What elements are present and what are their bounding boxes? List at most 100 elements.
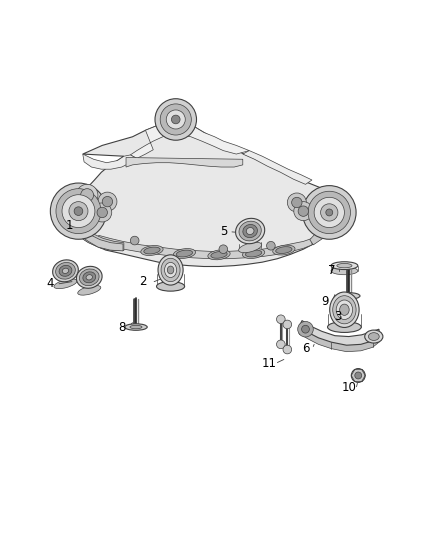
Ellipse shape [331,267,358,274]
Circle shape [351,368,365,382]
Ellipse shape [79,269,99,286]
Circle shape [69,201,88,221]
Circle shape [298,206,308,216]
Ellipse shape [62,268,69,273]
Polygon shape [310,193,331,245]
Circle shape [283,345,292,354]
Text: 8: 8 [118,320,125,334]
Ellipse shape [337,263,352,268]
Text: 11: 11 [261,357,276,370]
Circle shape [303,185,356,239]
Text: 3: 3 [334,310,342,322]
Ellipse shape [273,245,295,255]
Ellipse shape [167,266,174,274]
Text: 2: 2 [140,275,147,288]
Circle shape [287,193,306,212]
Circle shape [74,207,83,215]
Circle shape [276,340,285,349]
Circle shape [294,201,313,221]
Ellipse shape [76,266,102,288]
Circle shape [160,104,191,135]
Ellipse shape [239,221,261,241]
Circle shape [131,236,139,245]
Polygon shape [72,207,124,251]
Circle shape [62,195,95,228]
Ellipse shape [78,286,101,295]
Ellipse shape [141,246,163,255]
Circle shape [97,207,107,217]
Polygon shape [299,327,379,352]
Ellipse shape [173,248,195,259]
Ellipse shape [336,300,353,319]
Polygon shape [299,320,379,345]
Ellipse shape [86,274,92,280]
Ellipse shape [158,255,183,285]
Circle shape [50,183,106,239]
Polygon shape [72,122,334,266]
Ellipse shape [56,262,75,279]
Ellipse shape [328,321,361,333]
Circle shape [298,321,313,337]
Ellipse shape [243,248,265,259]
Circle shape [166,110,185,129]
Circle shape [302,325,309,333]
Text: 5: 5 [219,225,227,238]
Polygon shape [131,122,249,158]
Circle shape [56,189,101,233]
Ellipse shape [365,330,383,343]
Ellipse shape [246,228,254,235]
Circle shape [155,99,197,140]
Circle shape [93,203,112,222]
Ellipse shape [333,296,356,324]
Ellipse shape [130,325,142,329]
Ellipse shape [156,281,185,291]
Circle shape [267,241,275,250]
Circle shape [171,115,180,124]
Ellipse shape [144,247,160,254]
Ellipse shape [243,224,258,238]
Text: 10: 10 [341,381,356,394]
Ellipse shape [245,250,262,257]
Ellipse shape [165,262,177,278]
Ellipse shape [208,250,230,260]
Ellipse shape [54,279,77,289]
Text: 1: 1 [66,219,74,232]
Ellipse shape [176,250,193,257]
Ellipse shape [59,265,72,276]
Polygon shape [126,158,243,167]
Circle shape [308,191,350,233]
Ellipse shape [53,260,78,282]
Ellipse shape [236,219,265,244]
Ellipse shape [368,333,379,341]
Text: 9: 9 [321,295,328,308]
Circle shape [76,184,98,206]
Polygon shape [61,206,123,251]
Text: 6: 6 [302,342,309,355]
Ellipse shape [161,259,180,281]
Ellipse shape [330,292,359,327]
Ellipse shape [211,252,227,258]
Text: 7: 7 [328,264,335,277]
Circle shape [326,209,333,216]
Circle shape [292,197,302,208]
Circle shape [314,197,344,228]
Circle shape [219,245,228,254]
Ellipse shape [331,262,358,270]
Ellipse shape [276,247,292,254]
Circle shape [276,315,285,324]
Ellipse shape [83,272,95,283]
Ellipse shape [339,304,349,316]
Circle shape [81,189,94,201]
Circle shape [321,204,338,221]
Circle shape [283,320,292,329]
Ellipse shape [239,243,261,253]
Circle shape [355,372,362,379]
Ellipse shape [338,293,360,299]
Polygon shape [96,236,312,259]
Circle shape [98,192,117,211]
Polygon shape [83,154,137,169]
Ellipse shape [125,324,147,330]
Text: 4: 4 [46,277,54,290]
Circle shape [102,197,113,207]
Polygon shape [243,151,312,184]
